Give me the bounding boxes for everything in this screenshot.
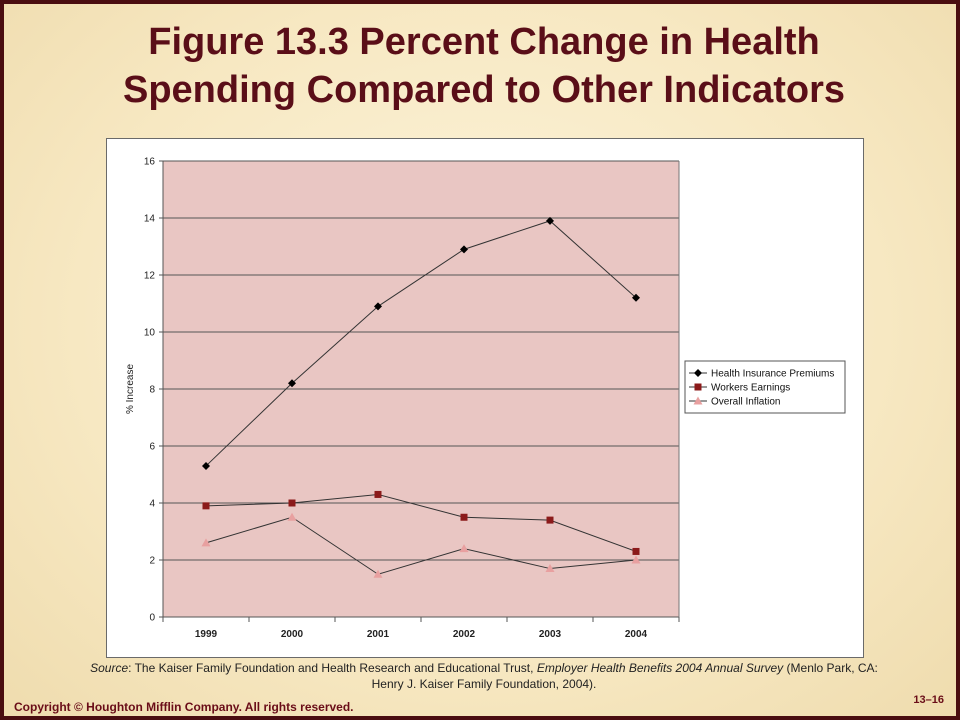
legend-marker: [694, 369, 702, 377]
series-line: [205, 220, 637, 467]
data-point: [374, 490, 382, 498]
y-tick-label: 16: [144, 157, 156, 168]
x-tick-label: 2004: [625, 629, 648, 640]
y-tick-label: 14: [144, 214, 156, 225]
x-tick-label: 1999: [195, 629, 218, 640]
legend: Health Insurance Premiums Workers Earning…: [684, 360, 846, 414]
source-text-2: (Menlo Park, CA:: [783, 661, 878, 675]
y-tick-label: 10: [144, 328, 156, 339]
source-text-1: : The Kaiser Family Foundation and Healt…: [128, 661, 537, 675]
source-title: Employer Health Benefits 2004 Annual Sur…: [536, 661, 784, 675]
copyright-footer: Copyright © Houghton Mifflin Company. Al…: [14, 700, 354, 714]
data-point: [632, 547, 640, 555]
data-point: [374, 302, 382, 311]
data-point: [459, 544, 469, 553]
y-tick-label: 2: [149, 556, 155, 567]
legend-marker: [693, 396, 703, 405]
data-point: [460, 245, 468, 254]
source-line-2: Henry J. Kaiser Family Foundation, 2004)…: [371, 677, 597, 691]
slide-title: Figure 13.3 Percent Change in Health Spe…: [34, 18, 934, 114]
y-tick-label: 8: [149, 385, 155, 396]
data-point: [545, 564, 555, 573]
legend-label: Overall Inflation: [711, 397, 780, 408]
x-tick-label: 2001: [367, 629, 390, 640]
data-point: [288, 499, 296, 507]
series-group: [202, 490, 640, 555]
data-point: [546, 516, 554, 524]
x-tick-label: 2000: [281, 629, 304, 640]
data-point: [460, 513, 468, 521]
legend-marker: [694, 383, 702, 391]
chart-container: 0 2 4 6 8 10 12 14 16 1999 2000 2001 2002 2003 2004 %…: [106, 138, 864, 658]
y-tick-label: 12: [144, 271, 156, 282]
source-note: Source: The Kaiser Family Foundation and…: [44, 660, 924, 692]
line-chart: 0 2 4 6 8 10 12 14 16 1999 2000 2001 2002 2003 2004 %…: [125, 157, 846, 640]
source-label: Source: [90, 661, 129, 675]
legend-label: Health Insurance Premiums: [711, 369, 834, 380]
data-point: [202, 461, 210, 470]
series-group: [201, 512, 641, 578]
series-line: [205, 493, 637, 552]
series-group: [202, 216, 640, 470]
data-point: [631, 555, 641, 564]
title-line-2: Spending Compared to Other Indicators: [122, 69, 846, 111]
data-point: [632, 293, 640, 302]
data-point: [546, 216, 554, 225]
y-tick-label: 0: [149, 613, 155, 624]
legend-box: [684, 360, 846, 414]
title-line-1: Figure 13.3 Percent Change in Health: [148, 21, 820, 63]
y-tick-label: 6: [149, 442, 155, 453]
series-line: [205, 516, 637, 575]
y-tick-label: 4: [149, 499, 155, 510]
data-point: [373, 569, 383, 578]
data-point: [287, 512, 297, 521]
data-point: [201, 538, 211, 547]
slide-number: 13–16: [913, 694, 944, 706]
legend-label: Workers Earnings: [711, 383, 790, 394]
data-point: [202, 502, 210, 510]
data-point: [288, 379, 296, 388]
y-axis-label: % Increase: [125, 364, 136, 414]
x-tick-label: 2002: [453, 629, 476, 640]
x-tick-label: 2003: [539, 629, 562, 640]
